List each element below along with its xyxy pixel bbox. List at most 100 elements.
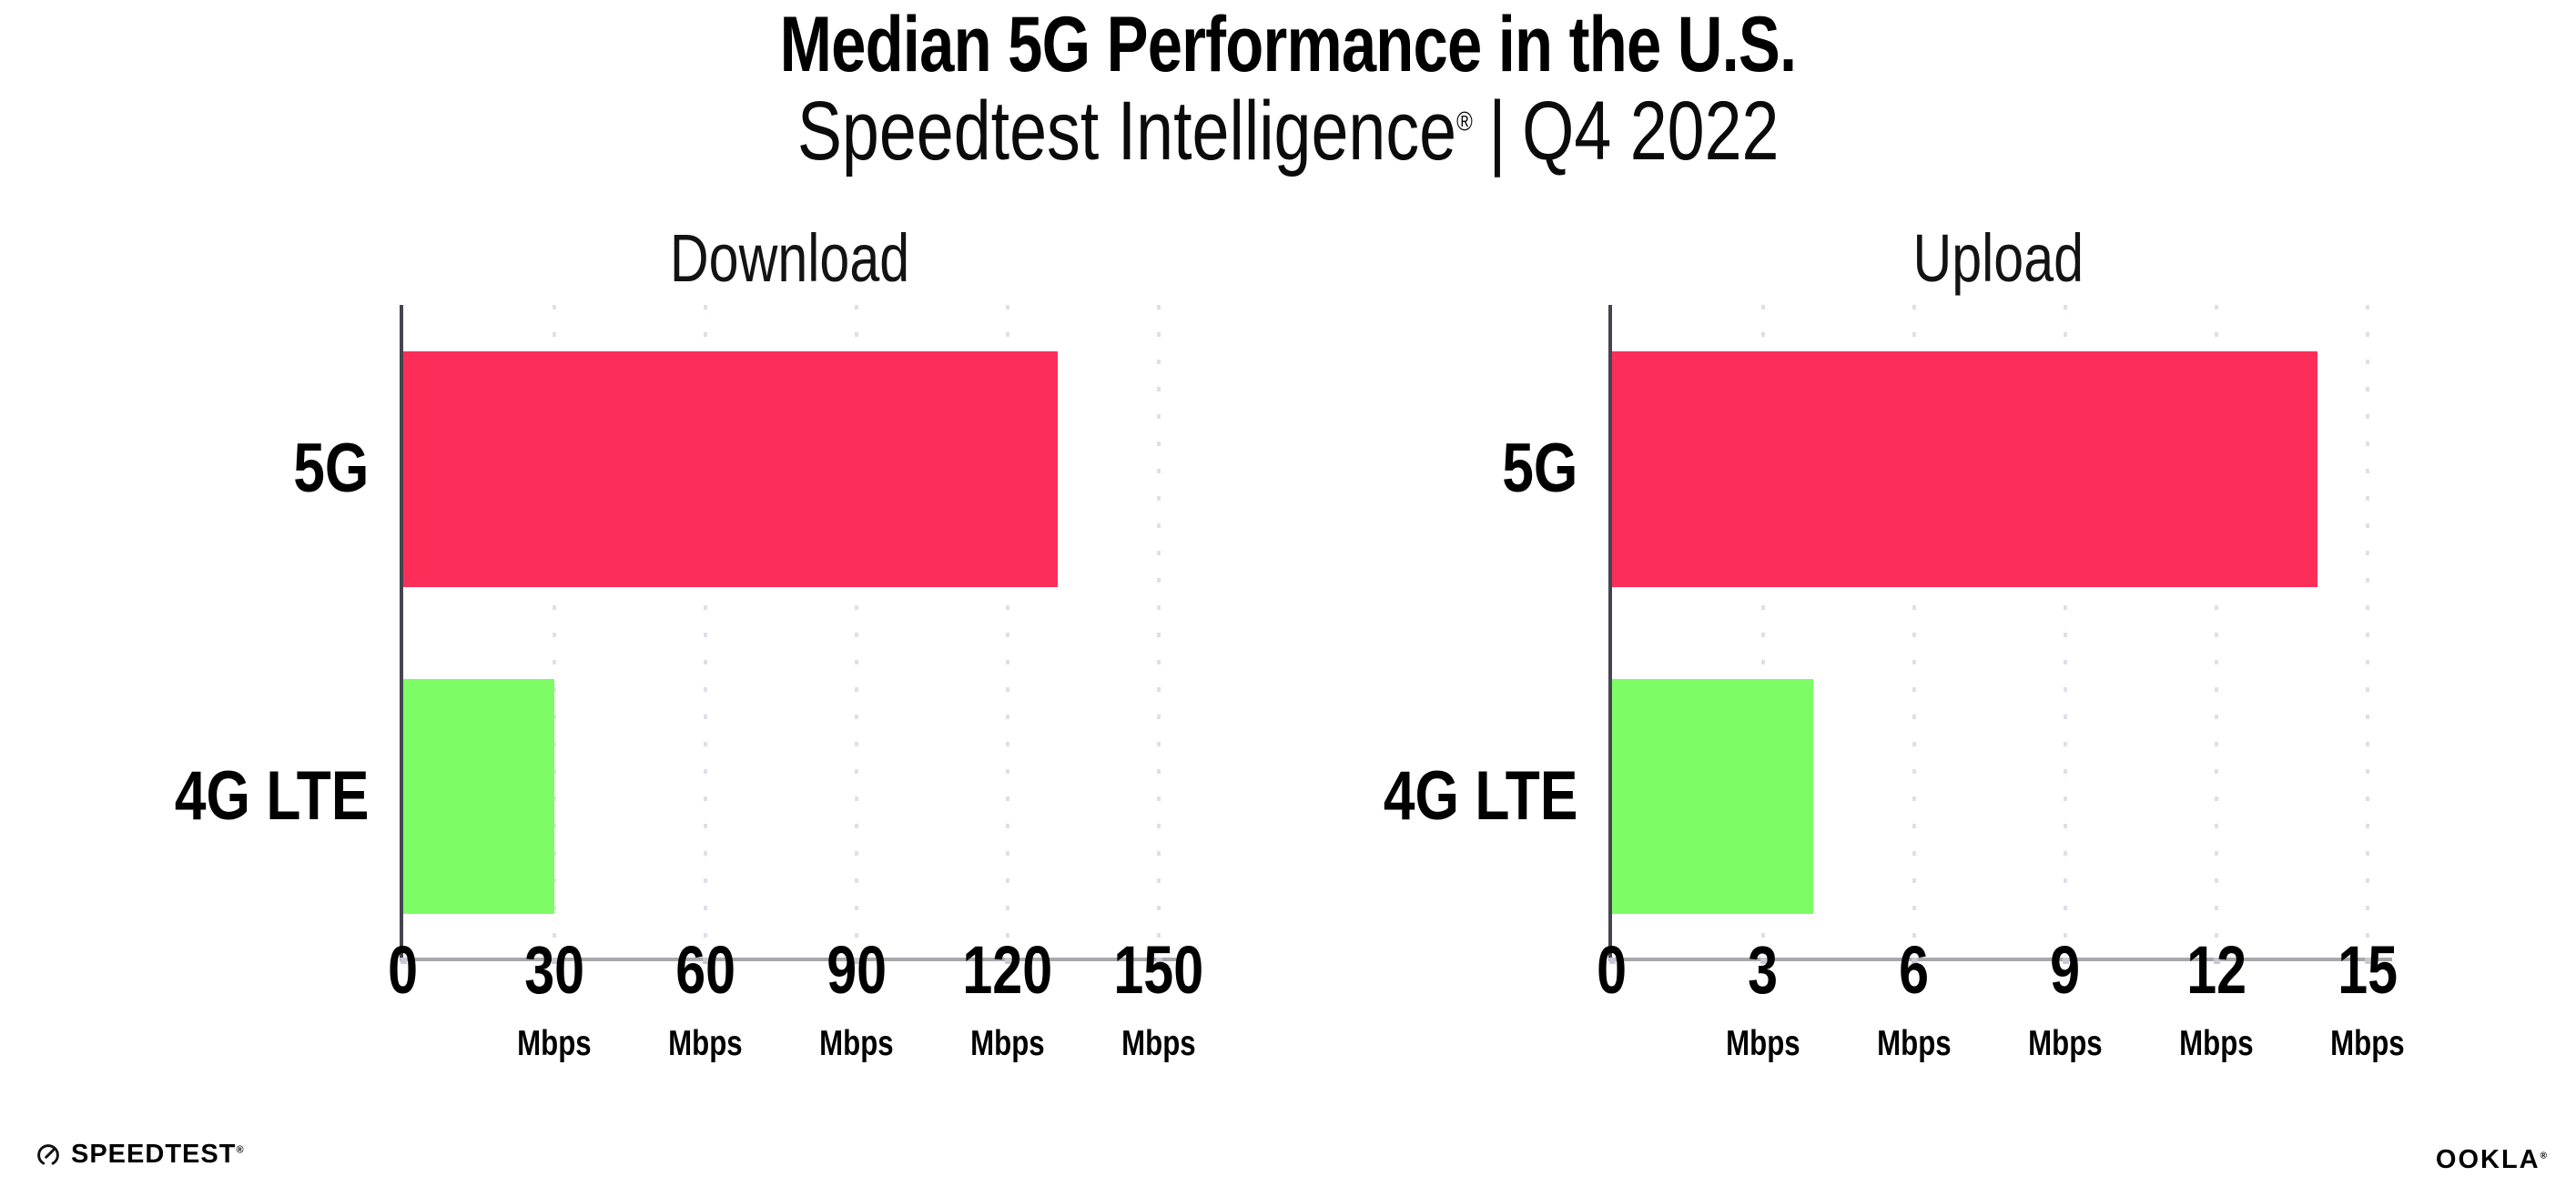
bar-4g-lte <box>1612 679 1813 914</box>
tick-label: 9 <box>1965 937 2165 1004</box>
x-axis-line <box>1608 958 2392 961</box>
tick-unit-text: Mbps <box>2330 1024 2405 1063</box>
gridline <box>1157 305 1161 959</box>
category-label-text: 5G <box>1501 430 1577 507</box>
tick-label-text: 9 <box>2050 932 2081 1008</box>
y-axis-line <box>1608 305 1612 961</box>
tick-label: 15 <box>2267 937 2468 1004</box>
tick-label-text: 0 <box>1597 932 1628 1008</box>
tick-label-text: 3 <box>1748 932 1779 1008</box>
tick-unit-text: Mbps <box>970 1024 1045 1063</box>
x-axis-line <box>400 958 1183 961</box>
tick-unit-text: Mbps <box>1121 1024 1196 1063</box>
bar-5g <box>1612 351 2317 587</box>
bar-4g-lte <box>403 679 554 914</box>
category-label-4g-lte: 4G LTE <box>132 762 369 831</box>
gridline <box>1761 305 1765 959</box>
tick-label-text: 150 <box>1113 932 1204 1008</box>
tick-unit-label: Mbps <box>756 1026 957 1061</box>
tick-label: 0 <box>1512 937 1712 1004</box>
speedtest-label: SPEEDTEST <box>71 1140 237 1169</box>
tick-label: 6 <box>1814 937 2014 1004</box>
gridline <box>2366 305 2369 959</box>
axis-tick-dot <box>703 958 709 964</box>
upload-chart-plot: Upload 5G 4G LTE 0 3 Mbps 6 Mbps 9 Mbps 12 Mbps 15 Mb… <box>1383 225 2404 1062</box>
axis-tick-dot <box>2214 958 2220 964</box>
tick-unit-text: Mbps <box>1877 1024 1952 1063</box>
chart-title-text: Upload <box>1912 220 2084 296</box>
axis-tick-dot <box>1760 958 1767 964</box>
category-label-4g-lte: 4G LTE <box>1341 762 1577 831</box>
speedtest-gauge-icon <box>37 1143 59 1166</box>
tick-unit-text: Mbps <box>819 1024 894 1063</box>
category-label-text: 4G LTE <box>1383 757 1577 835</box>
category-label-5g: 5G <box>1486 434 1577 503</box>
tick-unit-label: Mbps <box>1965 1026 2165 1061</box>
gridline <box>855 305 858 959</box>
bar-5g <box>403 351 1058 587</box>
category-label-5g: 5G <box>277 434 369 503</box>
tick-label-text: 12 <box>2186 932 2246 1008</box>
page-title-text: Median 5G Performance in the U.S. <box>779 1 1798 88</box>
gridline <box>2064 305 2067 959</box>
gridline <box>1006 305 1009 959</box>
tick-unit-text: Mbps <box>2179 1024 2254 1063</box>
tick-label-text: 30 <box>524 932 584 1008</box>
tick-unit-text: Mbps <box>668 1024 743 1063</box>
subtitle-separator: | <box>1488 85 1506 178</box>
tick-unit-label: Mbps <box>2116 1026 2317 1061</box>
tick-label-text: 60 <box>675 932 735 1008</box>
category-label-text: 5G <box>292 430 369 507</box>
tick-label-text: 6 <box>1899 932 1930 1008</box>
subtitle-brand: Speedtest Intelligence <box>796 85 1456 178</box>
tick-label: 30 <box>454 937 654 1004</box>
gridline <box>2215 305 2218 959</box>
chart-title: Download <box>403 225 1176 292</box>
download-chart-plot: Download 5G 4G LTE 0 30 Mbps 60 Mbps 90 Mbps 120 Mb… <box>174 225 1203 1062</box>
tick-unit-text: Mbps <box>1726 1024 1800 1063</box>
tick-label-text: 90 <box>827 932 887 1008</box>
axis-tick-dot <box>1156 958 1162 964</box>
tick-label: 150 <box>1059 937 1259 1004</box>
axis-tick-dot <box>854 958 860 964</box>
axis-tick-dot <box>401 958 407 964</box>
tick-unit-label: Mbps <box>908 1026 1108 1061</box>
tick-unit-label: Mbps <box>454 1026 654 1061</box>
tick-unit-label: Mbps <box>2267 1026 2468 1061</box>
tick-label: 120 <box>908 937 1108 1004</box>
ookla-logo: OOKLA® <box>2436 1145 2549 1175</box>
axis-tick-dot <box>1005 958 1011 964</box>
axis-tick-dot <box>1609 958 1616 964</box>
gridline <box>553 305 556 959</box>
axis-tick-dot <box>1912 958 1918 964</box>
page-subtitle: Speedtest Intelligence® | Q4 2022 <box>0 89 2576 173</box>
axis-tick-dot <box>552 958 558 964</box>
page-title: Median 5G Performance in the U.S. <box>0 5 2576 84</box>
chart-title: Upload <box>1612 225 2385 292</box>
speedtest-registered-icon: ® <box>236 1144 245 1156</box>
tick-unit-label: Mbps <box>1663 1026 1863 1061</box>
subtitle-period: Q4 2022 <box>1521 85 1780 178</box>
tick-label: 12 <box>2116 937 2317 1004</box>
gridline <box>704 305 707 959</box>
registered-trademark-icon: ® <box>1455 107 1473 137</box>
tick-label: 0 <box>303 937 503 1004</box>
chart-title-text: Download <box>669 220 910 296</box>
tick-unit-text: Mbps <box>517 1024 592 1063</box>
category-label-text: 4G LTE <box>174 757 369 835</box>
axis-tick-dot <box>2063 958 2069 964</box>
tick-unit-label: Mbps <box>605 1026 806 1061</box>
tick-unit-label: Mbps <box>1059 1026 1259 1061</box>
axis-tick-dot <box>2365 958 2371 964</box>
y-axis-line <box>400 305 403 961</box>
ookla-wordmark: OOKLA <box>2435 1145 2541 1174</box>
tick-label-text: 0 <box>388 932 419 1008</box>
speedtest-wordmark: SPEEDTEST® <box>71 1140 245 1170</box>
tick-label-text: 15 <box>2338 932 2398 1008</box>
tick-label-text: 120 <box>962 932 1053 1008</box>
speedtest-logo: SPEEDTEST® <box>36 1140 245 1170</box>
tick-label: 90 <box>756 937 957 1004</box>
tick-label: 3 <box>1663 937 1863 1004</box>
tick-label: 60 <box>605 937 806 1004</box>
